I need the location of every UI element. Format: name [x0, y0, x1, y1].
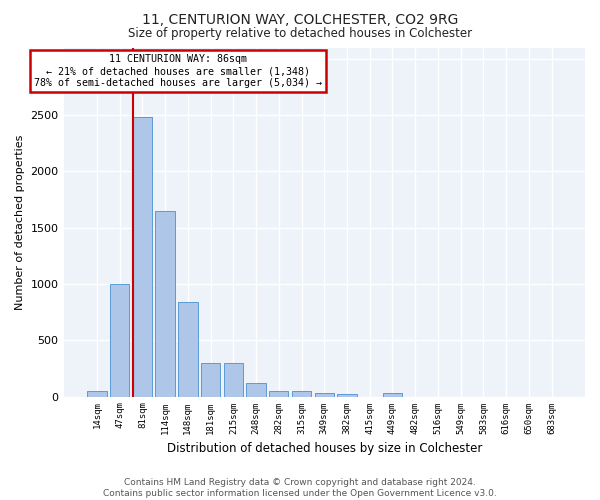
Bar — [292, 391, 311, 396]
Bar — [269, 391, 289, 396]
Y-axis label: Number of detached properties: Number of detached properties — [15, 134, 25, 310]
Bar — [247, 383, 266, 396]
Bar — [383, 393, 402, 396]
Bar — [178, 302, 197, 396]
Bar — [110, 284, 130, 397]
Bar — [337, 394, 356, 396]
Bar — [314, 392, 334, 396]
Bar — [155, 211, 175, 396]
X-axis label: Distribution of detached houses by size in Colchester: Distribution of detached houses by size … — [167, 442, 482, 455]
Bar — [87, 390, 107, 396]
Text: 11 CENTURION WAY: 86sqm
← 21% of detached houses are smaller (1,348)
78% of semi: 11 CENTURION WAY: 86sqm ← 21% of detache… — [34, 54, 322, 88]
Bar — [133, 118, 152, 396]
Bar — [201, 364, 220, 396]
Text: Size of property relative to detached houses in Colchester: Size of property relative to detached ho… — [128, 28, 472, 40]
Bar — [224, 364, 243, 396]
Text: 11, CENTURION WAY, COLCHESTER, CO2 9RG: 11, CENTURION WAY, COLCHESTER, CO2 9RG — [142, 12, 458, 26]
Text: Contains HM Land Registry data © Crown copyright and database right 2024.
Contai: Contains HM Land Registry data © Crown c… — [103, 478, 497, 498]
